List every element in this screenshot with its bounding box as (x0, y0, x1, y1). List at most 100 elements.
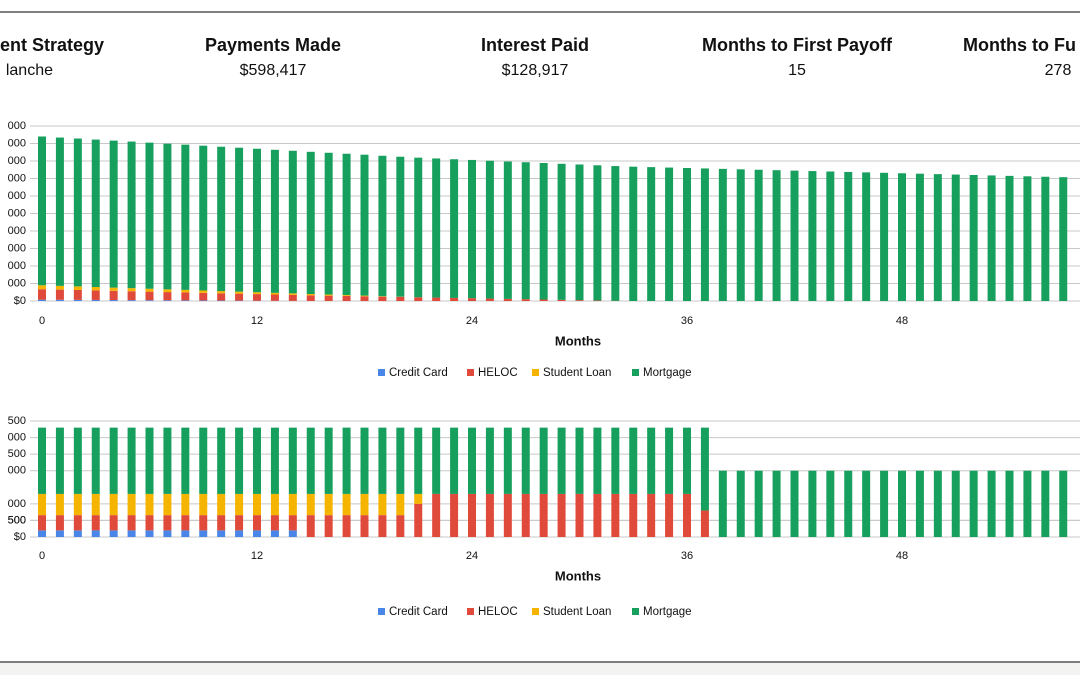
bar-segment (485, 298, 494, 301)
bar-segment (199, 427, 208, 494)
bar-segment (360, 296, 369, 301)
bar-segment (414, 493, 423, 504)
bar-segment (808, 470, 817, 537)
bar-segment (683, 168, 691, 301)
bar-segment (396, 493, 405, 516)
legend-label: Credit Card (389, 367, 448, 379)
bar-segment (342, 295, 351, 296)
bar-segment (217, 515, 226, 531)
kpi-label: ent Strategy (0, 35, 104, 55)
bar-segment (55, 530, 64, 537)
bar-segment (826, 171, 835, 301)
bar-segment (468, 159, 476, 299)
kpi-label: Months to First Payoff (702, 35, 893, 55)
legend-label: Student Loan (543, 606, 611, 618)
bar-segment (1041, 470, 1050, 537)
bar-segment (127, 530, 136, 537)
bar-segment (880, 470, 889, 537)
bar-segment (73, 299, 82, 301)
bar-segment (163, 300, 172, 301)
bar-segment (324, 294, 333, 296)
bar-segment (324, 295, 333, 301)
bar-segment (414, 297, 423, 301)
bar-segment (700, 168, 709, 301)
bar-segment (503, 298, 512, 301)
bar-segment (629, 166, 638, 301)
bar-segment (217, 427, 226, 494)
bar-segment (73, 286, 82, 290)
bar-segment (270, 292, 279, 295)
bar-segment (844, 171, 853, 301)
bar-segment (324, 515, 333, 537)
bar-segment (342, 515, 351, 537)
bar-segment (38, 285, 46, 290)
x-tick-label: 12 (251, 315, 263, 327)
bar-segment (521, 427, 530, 494)
y-tick-label: 000 (8, 190, 26, 202)
y-tick-label: $0 (14, 531, 26, 543)
bar-segment (969, 175, 978, 301)
legend-swatch (532, 369, 539, 376)
bar-segment (575, 164, 584, 301)
bar-segment (235, 530, 244, 537)
bar-segment (306, 151, 315, 294)
bar-segment (217, 291, 226, 294)
y-tick-label: $0 (14, 295, 26, 307)
bar-segment (127, 515, 136, 531)
kpi-label: Months to Fu (963, 35, 1076, 55)
bar-segment (145, 288, 154, 292)
bar-segment (736, 470, 745, 537)
y-tick-label: 000 (8, 120, 26, 132)
bar-segment (253, 515, 261, 531)
bar-segment (360, 427, 369, 494)
legend-swatch (467, 608, 474, 615)
bar-segment (73, 138, 82, 287)
bar-segment (73, 515, 82, 531)
bar-segment (181, 493, 190, 516)
bar-segment (378, 296, 387, 301)
bar-segment (432, 158, 441, 298)
bar-segment (1023, 176, 1032, 301)
bar-segment (127, 300, 136, 301)
bar-segment (306, 493, 315, 516)
bar-segment (772, 470, 781, 537)
bar-segment (414, 427, 423, 494)
x-tick-label: 0 (39, 550, 45, 562)
bar-segment (396, 156, 405, 297)
x-tick-label: 36 (681, 315, 693, 327)
bar-segment (468, 298, 476, 301)
bar-segment (432, 427, 441, 494)
bar-segment (360, 295, 369, 297)
legend-label: Student Loan (543, 367, 611, 379)
y-tick-label: 000 (8, 465, 26, 477)
bar-segment (629, 427, 638, 494)
bar-segment (199, 493, 208, 516)
bar-segment (647, 167, 656, 301)
bar-segment (557, 163, 566, 300)
bar-segment (127, 291, 136, 301)
y-tick-label: 000 (8, 431, 26, 443)
bar-segment (109, 427, 118, 494)
bar-segment (951, 470, 960, 537)
bar-segment (450, 297, 459, 301)
bar-segment (342, 493, 351, 516)
bar-segment (1059, 177, 1068, 301)
bar-segment (611, 166, 620, 301)
bar-segment (217, 146, 226, 292)
bar-segment (199, 530, 208, 537)
bar-segment (665, 167, 674, 301)
bar-segment (288, 294, 297, 301)
bar-segment (270, 530, 279, 537)
bar-segment (396, 427, 405, 494)
x-tick-label: 24 (466, 315, 478, 327)
bar-segment (414, 157, 423, 298)
y-tick-label: 000 (8, 242, 26, 254)
bar-segment (306, 295, 315, 301)
bar-segment (360, 154, 369, 296)
bar-segment (575, 427, 584, 494)
legend-label: Mortgage (643, 606, 692, 618)
bar-segment (91, 493, 100, 516)
bar-segment (485, 493, 494, 537)
bar-segment (181, 427, 190, 494)
bar-segment (951, 174, 960, 301)
